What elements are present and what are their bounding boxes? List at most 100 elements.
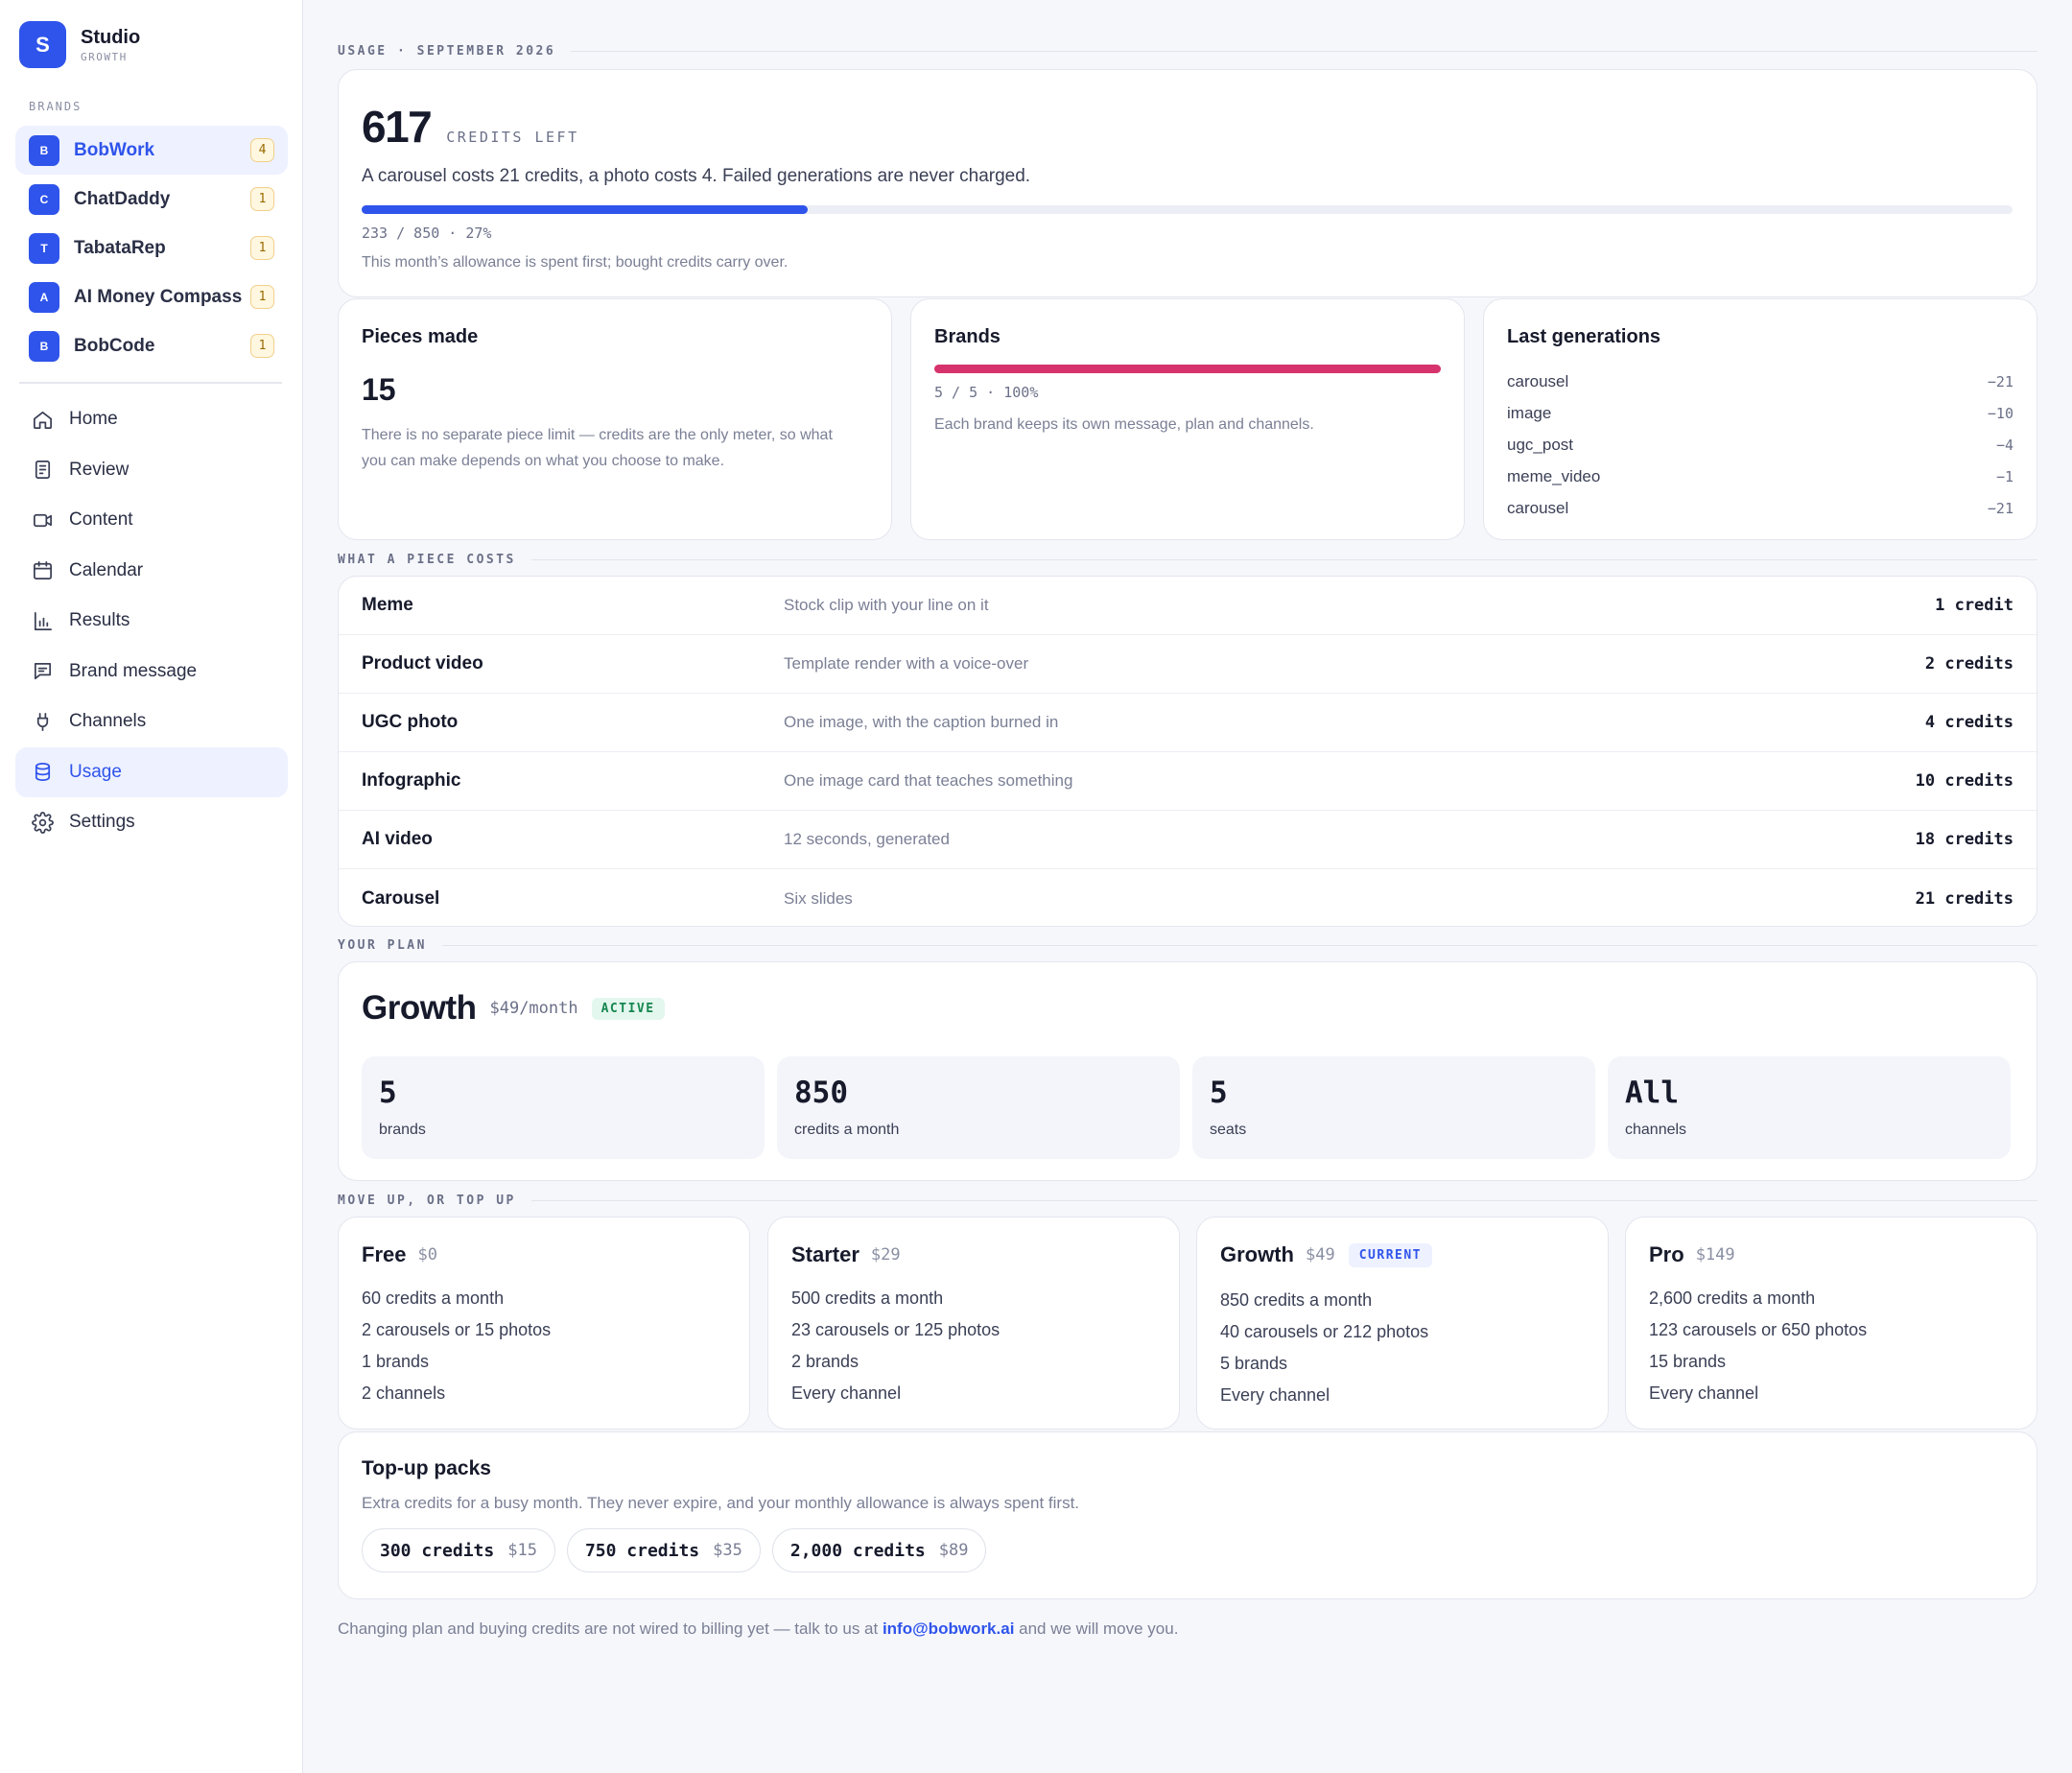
database-icon [31, 761, 54, 784]
current-plan-badge: CURRENT [1348, 1242, 1433, 1267]
tier-feature: 2 channels [362, 1383, 446, 1403]
brand-count-badge: 1 [250, 334, 274, 358]
footer-text: Changing plan and buying credits are not… [338, 1619, 883, 1638]
costs-section-label: WHAT A PIECE COSTS [338, 553, 516, 567]
pieces-made-description: There is no separate piece limit — credi… [362, 427, 833, 469]
billing-footer-note: Changing plan and buying credits are not… [338, 1619, 1178, 1639]
piece-type: Carousel [362, 887, 440, 909]
piece-description: Six slides [784, 888, 853, 908]
brands-ratio: 5 / 5 · 100% [934, 384, 1039, 401]
nav-item-usage[interactable]: Usage [15, 746, 288, 797]
nav-item-calendar[interactable]: Calendar [15, 546, 288, 597]
topup-pack-2000[interactable]: 2,000 credits $89 [771, 1528, 987, 1572]
brand-item-ai-money-compass[interactable]: A AI Money Compass 1 [15, 272, 288, 321]
tier-name: Free [362, 1242, 407, 1266]
list-item: image −10 [1507, 397, 2013, 429]
pack-credits: 750 credits [584, 1540, 700, 1561]
piece-description: One image card that teaches something [784, 771, 1073, 790]
brand-item-tabatarep[interactable]: T TabataRep 1 [15, 224, 288, 272]
tier-feature: 850 credits a month [1220, 1290, 1373, 1310]
section-divider [441, 945, 2037, 946]
topup-pack-300[interactable]: 300 credits $15 [362, 1528, 555, 1572]
credits-ratio: 233 / 850 · 27% [362, 225, 492, 242]
last-generations-card: Last generations carousel −21 image −10 ug… [1483, 298, 2037, 540]
tile-value: 850 [794, 1076, 848, 1110]
plan-limits: 5 brands 850 credits a month 5 seats All… [362, 1056, 2011, 1159]
nav-item-content[interactable]: Content [15, 495, 288, 546]
piece-description: Stock clip with your line on it [784, 596, 989, 614]
tile-label: channels [1625, 1122, 1687, 1138]
brand-name: BobCode [74, 335, 155, 356]
nav-label: Brand message [69, 660, 198, 681]
list-item: carousel −21 [1507, 366, 2013, 397]
tier-card-pro[interactable]: Pro $149 2,600 credits a month 123 carou… [1625, 1217, 2037, 1430]
nav-item-results[interactable]: Results [15, 596, 288, 647]
piece-cost: 21 credits [1915, 888, 2013, 909]
contact-email-link[interactable]: info@bobwork.ai [882, 1619, 1015, 1638]
nav-item-home[interactable]: Home [15, 394, 288, 445]
footer-text: and we will move you. [1014, 1619, 1179, 1638]
brands-section-label: BRANDS [29, 100, 82, 113]
tile-value: 5 [379, 1076, 397, 1110]
brands-progress-bar [934, 365, 1441, 373]
brand-item-chatdaddy[interactable]: C ChatDaddy 1 [15, 175, 288, 224]
nav-label: Results [69, 610, 130, 631]
topup-description: Extra credits for a busy month. They nev… [362, 1494, 1080, 1512]
tier-price: $0 [417, 1245, 437, 1265]
nav-item-channels[interactable]: Channels [15, 697, 288, 747]
brand-item-bobcode[interactable]: B BobCode 1 [15, 321, 288, 370]
piece-type: Product video [362, 653, 483, 674]
tiers-section-header: MOVE UP, OR TOP UP [338, 1194, 2037, 1208]
tier-price: $149 [1695, 1245, 1735, 1265]
piece-type: AI video [362, 829, 433, 849]
brand-name: TabataRep [74, 237, 166, 258]
topup-pack-750[interactable]: 750 credits $35 [566, 1528, 761, 1572]
nav-item-brand-message[interactable]: Brand message [15, 647, 288, 697]
tier-feature: 15 brands [1649, 1352, 1727, 1371]
tier-name: Starter [791, 1242, 859, 1266]
calendar-icon [31, 559, 54, 582]
plan-section-header: YOUR PLAN [338, 938, 2037, 953]
generation-type: image [1507, 403, 1552, 422]
tier-feature: 60 credits a month [362, 1288, 505, 1308]
generations-list: carousel −21 image −10 ugc_post −4 meme_vid… [1507, 366, 2013, 524]
section-divider [530, 1200, 2037, 1201]
credits-card: 617 CREDITS LEFT A carousel costs 21 cre… [338, 69, 2037, 297]
sidebar: S Studio GROWTH BRANDS B BobWork 4 C Cha… [0, 0, 303, 1773]
brand-count-badge: 4 [250, 138, 274, 162]
nav-item-settings[interactable]: Settings [15, 797, 288, 848]
credits-left-value: 617 [362, 102, 433, 152]
credits-left-label: CREDITS LEFT [446, 129, 579, 146]
generation-type: carousel [1507, 498, 1569, 517]
plan-section-label: YOUR PLAN [338, 938, 427, 953]
plan-tile-brands: 5 brands [362, 1056, 765, 1159]
generation-type: carousel [1507, 371, 1569, 390]
gear-icon [31, 811, 54, 834]
list-item: carousel −21 [1507, 492, 2013, 524]
tier-card-starter[interactable]: Starter $29 500 credits a month 23 carou… [767, 1217, 1180, 1430]
workspace-switcher[interactable]: S Studio GROWTH [19, 21, 140, 68]
nav-item-review[interactable]: Review [15, 445, 288, 496]
generation-type: meme_video [1507, 466, 1601, 485]
workspace-logo: S [19, 21, 66, 68]
workspace-name: Studio [81, 27, 141, 48]
nav-label: Home [69, 409, 118, 430]
tier-card-growth[interactable]: Growth $49 CURRENT 850 credits a month 4… [1196, 1217, 1609, 1430]
video-icon [31, 508, 54, 532]
tier-feature: Every channel [1649, 1383, 1759, 1403]
plan-price: $49/month [489, 999, 578, 1018]
nav-label: Review [69, 459, 130, 480]
plan-tile-channels: All channels [1608, 1056, 2011, 1159]
costs-section-header: WHAT A PIECE COSTS [338, 553, 2037, 567]
brand-list: B BobWork 4 C ChatDaddy 1 T TabataRep 1 … [15, 126, 288, 370]
piece-description: 12 seconds, generated [784, 830, 950, 848]
tier-card-free[interactable]: Free $0 60 credits a month 2 carousels o… [338, 1217, 750, 1430]
plan-status-badge: ACTIVE [591, 997, 665, 1020]
plan-name: Growth [362, 989, 477, 1027]
table-row: AI video 12 seconds, generated 18 credit… [339, 811, 2037, 869]
pack-price: $89 [938, 1541, 969, 1560]
usage-section-label: USAGE · SEPTEMBER 2026 [338, 44, 556, 59]
brand-item-bobwork[interactable]: B BobWork 4 [15, 126, 288, 175]
home-icon [31, 408, 54, 431]
section-divider [530, 559, 2037, 560]
